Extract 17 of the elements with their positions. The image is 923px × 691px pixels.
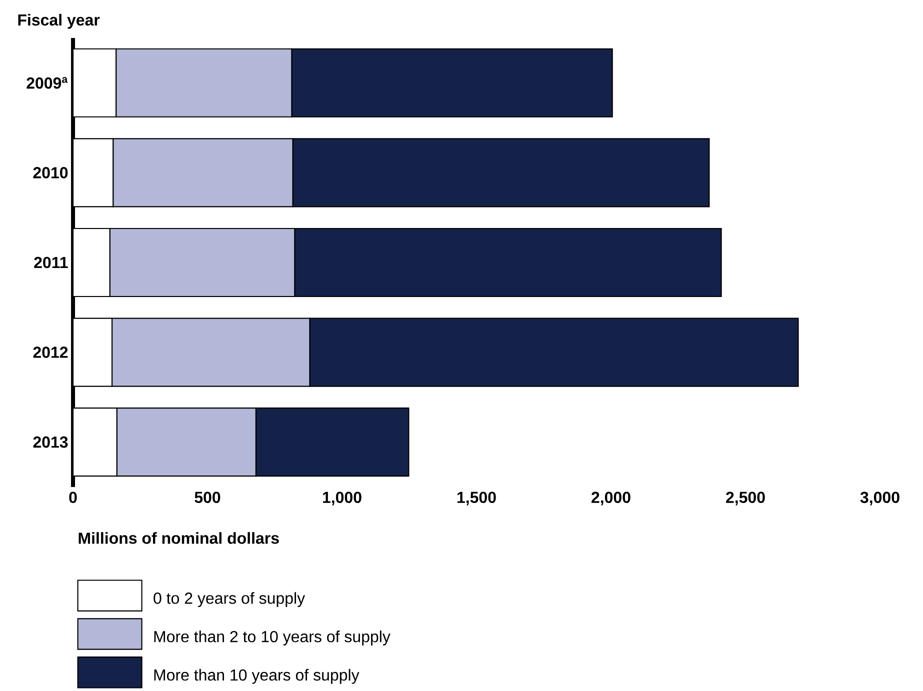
x-tick-label: 0	[69, 492, 77, 504]
x-tick-label: 2,500	[726, 492, 765, 506]
y-axis-title: Fiscal year	[18, 14, 100, 29]
y-tick-label: 2009$^{a}$	[26, 77, 68, 89]
x-tick-label: 1,000	[322, 492, 362, 506]
y-tick-label: 2011	[34, 256, 68, 268]
legend-label: More than 10 years of supply	[154, 668, 360, 684]
x-tick-label: 500	[194, 492, 220, 504]
x-tick-label: 2,000	[592, 492, 630, 506]
y-tick-label: 2012	[33, 346, 68, 358]
x-tick-label: 3,000	[860, 492, 900, 506]
legend-label: More than 2 to 10 years of supply	[154, 630, 390, 646]
y-tick-label: 2013	[33, 436, 68, 448]
x-axis-title: Millions of nominal dollars	[78, 532, 279, 544]
legend-label: 0 to 2 years of supply	[154, 592, 306, 608]
x-tick-label: 1,500	[457, 492, 496, 506]
y-tick-label: 2010	[33, 167, 68, 178]
